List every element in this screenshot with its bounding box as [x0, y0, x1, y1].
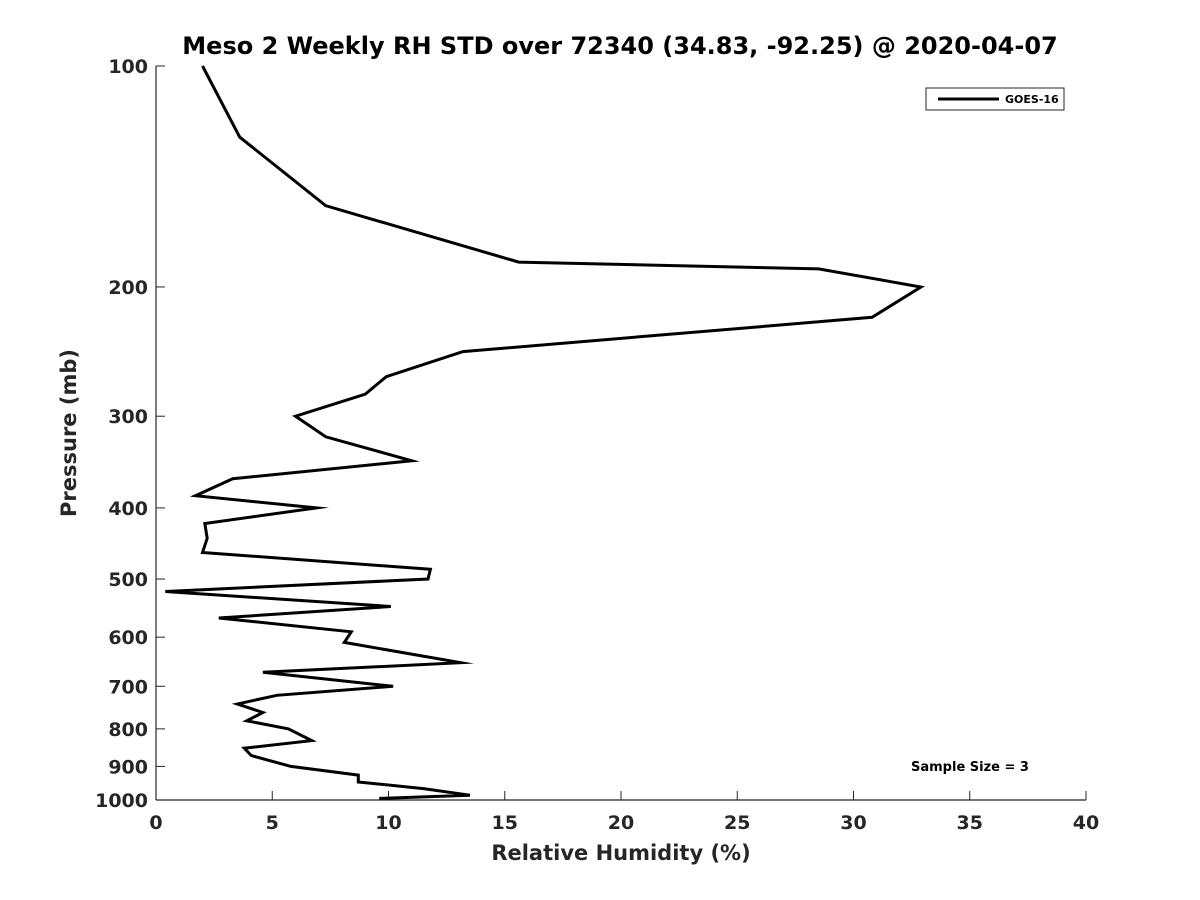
x-tick-label: 20 — [608, 812, 634, 834]
y-tick-label: 100 — [108, 56, 148, 78]
x-tick-label: 15 — [492, 812, 518, 834]
sample-size-annotation: Sample Size = 3 — [911, 760, 1029, 775]
legend: GOES-16 — [925, 87, 1065, 111]
y-tick-label: 200 — [108, 277, 148, 299]
series-layer — [165, 65, 926, 800]
y-tick-label: 800 — [108, 719, 148, 741]
x-tick-label: 0 — [149, 812, 162, 834]
y-axis-ticks: 100 200 300 400 500 600 700 800 900 1000 — [95, 56, 165, 812]
y-tick-label: 900 — [108, 756, 148, 778]
plot-area — [155, 66, 1086, 801]
y-tick-label: 600 — [108, 627, 148, 649]
series-line-goes-16 — [165, 65, 926, 800]
x-tick-label: 35 — [957, 812, 983, 834]
y-tick-label: 300 — [108, 406, 148, 428]
x-axis-ticks: 0 5 10 15 20 25 30 35 40 — [149, 791, 1099, 834]
legend-label-goes-16: GOES-16 — [1005, 93, 1059, 106]
x-tick-label: 10 — [375, 812, 401, 834]
chart-title: Meso 2 Weekly RH STD over 72340 (34.83, … — [182, 32, 1057, 60]
x-tick-label: 25 — [724, 812, 750, 834]
x-tick-label: 40 — [1073, 812, 1099, 834]
x-axis-label: Relative Humidity (%) — [491, 841, 750, 865]
y-axis-label: Pressure (mb) — [57, 349, 81, 517]
x-tick-label: 5 — [266, 812, 279, 834]
y-tick-label: 700 — [108, 676, 148, 698]
y-tick-label: 400 — [108, 498, 148, 520]
y-tick-label: 500 — [108, 569, 148, 591]
x-tick-label: 30 — [840, 812, 866, 834]
y-tick-label: 1000 — [95, 790, 148, 812]
